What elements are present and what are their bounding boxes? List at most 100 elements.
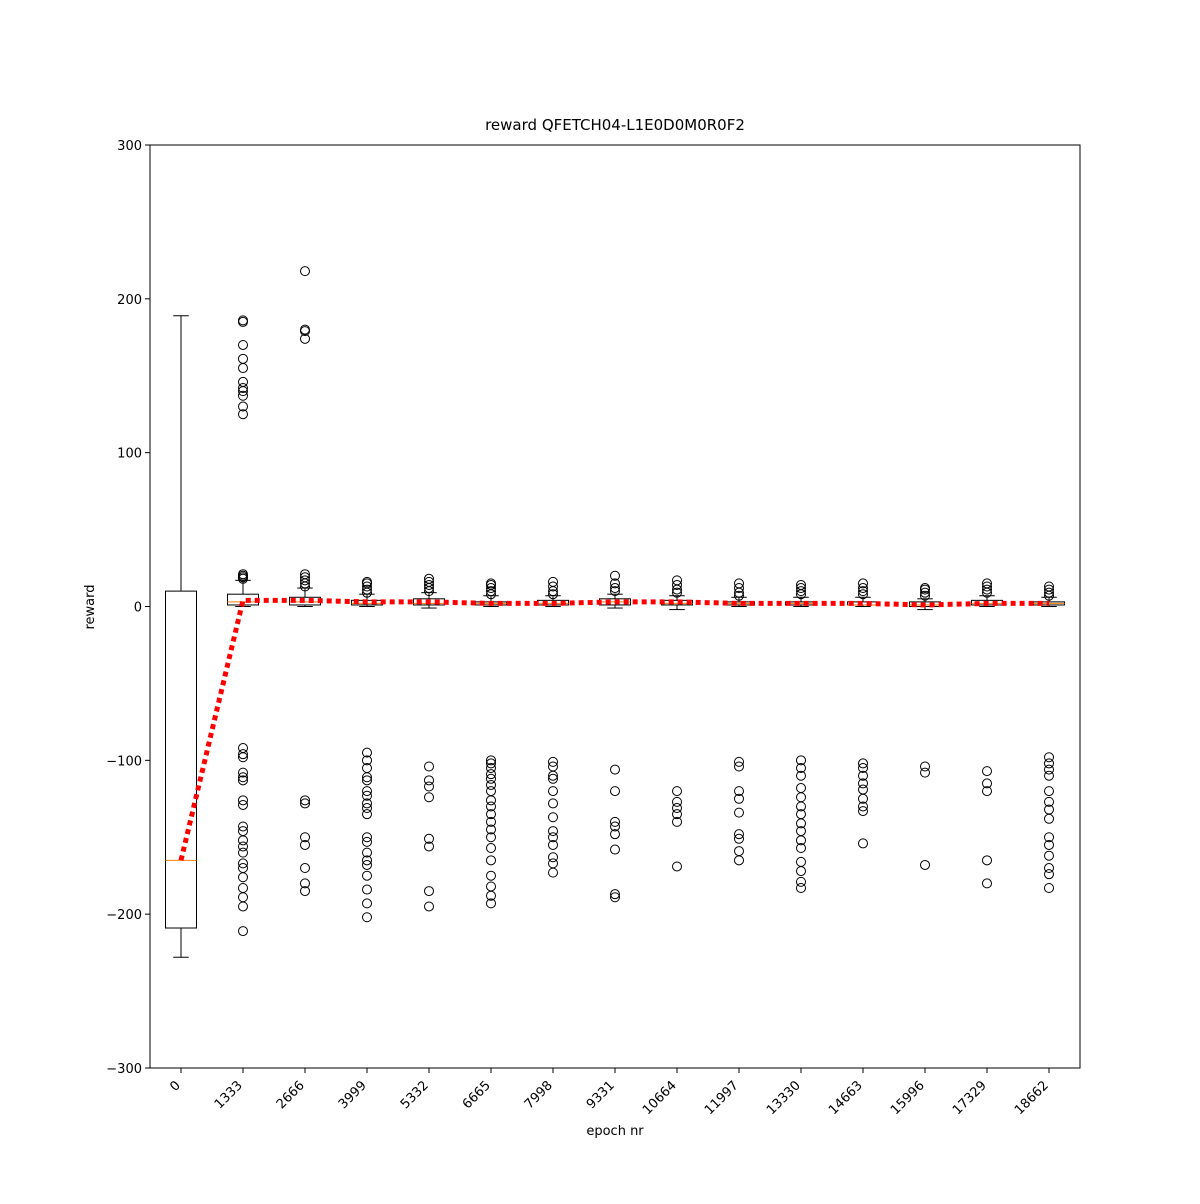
flier (548, 576, 558, 587)
flier (796, 755, 806, 766)
flier (672, 587, 682, 598)
flier (238, 847, 248, 858)
flier (734, 578, 744, 589)
flier (548, 773, 558, 784)
flier (486, 578, 496, 589)
flier (610, 586, 620, 597)
flier (1044, 850, 1054, 861)
flier (362, 772, 372, 783)
flier (362, 747, 372, 758)
flier (610, 578, 620, 589)
flier (1044, 758, 1054, 769)
flier (672, 809, 682, 820)
flier (238, 772, 248, 783)
flier (300, 575, 310, 586)
flier (610, 764, 620, 775)
flier (548, 589, 558, 600)
flier (424, 576, 434, 587)
flier (858, 838, 868, 849)
flier (300, 886, 310, 897)
flier (362, 755, 372, 766)
flier (858, 583, 868, 594)
flier (486, 795, 496, 806)
flier (424, 781, 434, 792)
flier (548, 798, 558, 809)
flier (238, 569, 248, 580)
flier (486, 843, 496, 854)
flier (362, 870, 372, 881)
y-axis-label: reward (83, 584, 98, 629)
flier (920, 583, 930, 594)
flier (796, 586, 806, 597)
flier (796, 866, 806, 877)
flier (362, 884, 372, 895)
flier (424, 775, 434, 786)
flier (982, 855, 992, 866)
flier (486, 758, 496, 769)
flier (300, 863, 310, 874)
flier (610, 844, 620, 855)
flier (1044, 581, 1054, 592)
flier (362, 832, 372, 843)
flier (362, 584, 372, 595)
flier (238, 339, 248, 350)
flier (238, 795, 248, 806)
flier (1044, 839, 1054, 850)
flier (982, 778, 992, 789)
flier (486, 898, 496, 909)
flier (238, 872, 248, 883)
flier (362, 855, 372, 866)
flier (858, 758, 868, 769)
flier (362, 912, 372, 923)
flier (920, 859, 930, 870)
flier (672, 816, 682, 827)
flier (486, 763, 496, 774)
flier (486, 832, 496, 843)
flier (734, 793, 744, 804)
flier (548, 839, 558, 850)
flier (486, 586, 496, 597)
flier (672, 786, 682, 797)
flier (300, 878, 310, 889)
flier (548, 756, 558, 767)
flier (486, 779, 496, 790)
flier (858, 586, 868, 597)
flier (858, 578, 868, 589)
flier (796, 763, 806, 774)
flier (238, 315, 248, 326)
flier (486, 816, 496, 827)
flier (858, 778, 868, 789)
flier (858, 763, 868, 774)
flier (1044, 584, 1054, 595)
flier (424, 886, 434, 897)
y-tick-label: −100 (106, 754, 142, 769)
flier (548, 786, 558, 797)
flier (548, 581, 558, 592)
flier (362, 790, 372, 801)
flier (362, 786, 372, 797)
flier (238, 841, 248, 852)
flier (672, 861, 682, 872)
flier (796, 583, 806, 594)
flier (238, 390, 248, 401)
flier (1044, 764, 1054, 775)
flier (1044, 832, 1054, 843)
flier (362, 803, 372, 814)
box (165, 590, 197, 929)
flier (238, 901, 248, 912)
flier (796, 579, 806, 590)
flier (238, 799, 248, 810)
flier (920, 761, 930, 772)
flier (610, 889, 620, 900)
flier (920, 590, 930, 601)
flier (362, 859, 372, 870)
flier (486, 890, 496, 901)
flier (548, 812, 558, 823)
flier (982, 581, 992, 592)
flier (610, 821, 620, 832)
flier (920, 587, 930, 598)
flier (486, 773, 496, 784)
flier (1044, 786, 1054, 797)
flier (424, 841, 434, 852)
flier (362, 809, 372, 820)
